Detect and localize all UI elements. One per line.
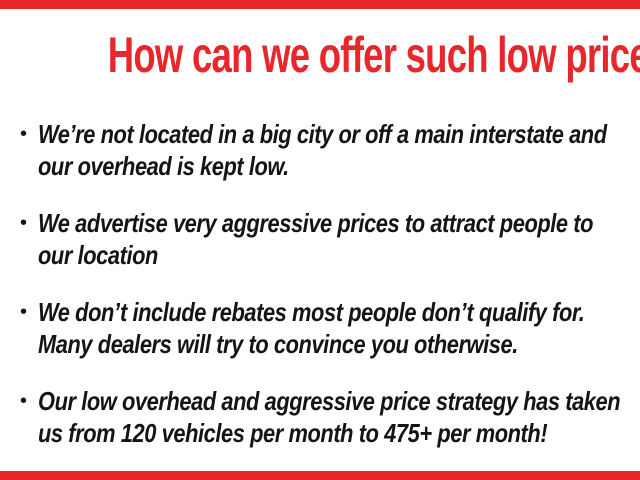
bullet-text: Our low overhead and aggressive price st…	[38, 385, 640, 449]
page-title-text: How can we offer such low prices?	[107, 27, 640, 83]
bottom-red-bar	[0, 471, 640, 480]
page-title: How can we offer such low prices?	[0, 28, 640, 82]
bullet-line: We don’t include rebates most people don…	[38, 297, 585, 327]
list-item: • We advertise very aggressive prices to…	[20, 207, 620, 271]
bullet-list: • We’re not located in a big city or off…	[20, 118, 621, 474]
bullet-text: We’re not located in a big city or off a…	[38, 118, 640, 182]
top-red-bar	[0, 0, 640, 9]
bullet-line: our location	[38, 240, 158, 270]
bullet-line: We advertise very aggressive prices to a…	[38, 208, 594, 238]
bullet-line: We’re not located in a big city or off a…	[38, 119, 607, 149]
bullet-line: Many dealers will try to convince you ot…	[38, 329, 518, 359]
bullet-line: us from 120 vehicles per month to 475+ p…	[38, 418, 548, 448]
bullet-line: Our low overhead and aggressive price st…	[38, 386, 621, 416]
list-item: • We don’t include rebates most people d…	[20, 296, 620, 360]
bullet-text: We don’t include rebates most people don…	[38, 296, 640, 360]
bullet-icon: •	[20, 123, 28, 145]
bullet-line: our overhead is kept low.	[38, 151, 289, 181]
bullet-text: We advertise very aggressive prices to a…	[38, 207, 640, 271]
bullet-icon: •	[20, 301, 28, 323]
list-item: • We’re not located in a big city or off…	[20, 118, 620, 182]
bullet-icon: •	[20, 212, 28, 234]
bullet-icon: •	[20, 390, 28, 412]
list-item: • Our low overhead and aggressive price …	[20, 385, 621, 449]
